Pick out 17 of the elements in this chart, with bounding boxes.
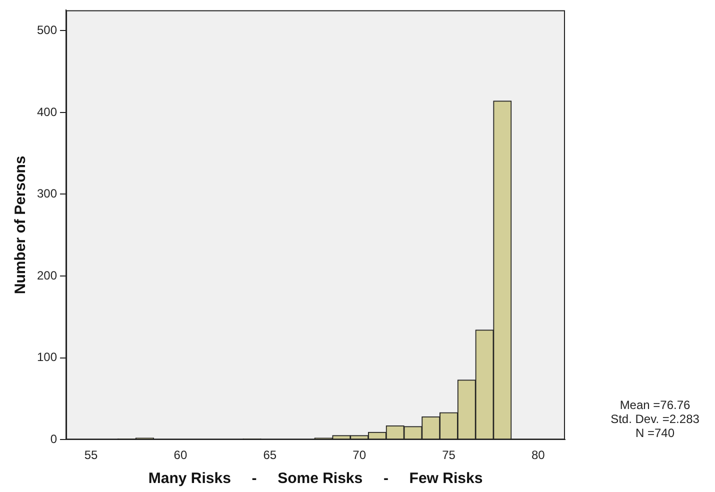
y-tick-label: 400 <box>36 104 58 119</box>
y-tick-label: 300 <box>36 186 58 201</box>
x-tick-label: 80 <box>531 448 546 462</box>
y-tick-label: 200 <box>36 268 58 282</box>
y-axis-title: Number of Persons <box>12 156 30 294</box>
x-tick-label: 70 <box>352 448 366 462</box>
x-tick-label: 60 <box>174 448 188 462</box>
x-axis-title: Many Risks - Some Risks - Few Risks <box>148 470 483 488</box>
y-tick-label: 100 <box>36 350 58 364</box>
y-tick-label: 0 <box>50 432 58 446</box>
text: Mean =76.76 <box>620 398 691 412</box>
text: Std. Dev. =2.283 <box>610 412 700 426</box>
y-tick-label: 500 <box>36 22 58 37</box>
x-tick-label: 65 <box>263 448 277 462</box>
x-tick-label: 55 <box>84 448 98 462</box>
x-tick-label: 75 <box>442 448 456 462</box>
text: N =740 <box>635 426 675 440</box>
